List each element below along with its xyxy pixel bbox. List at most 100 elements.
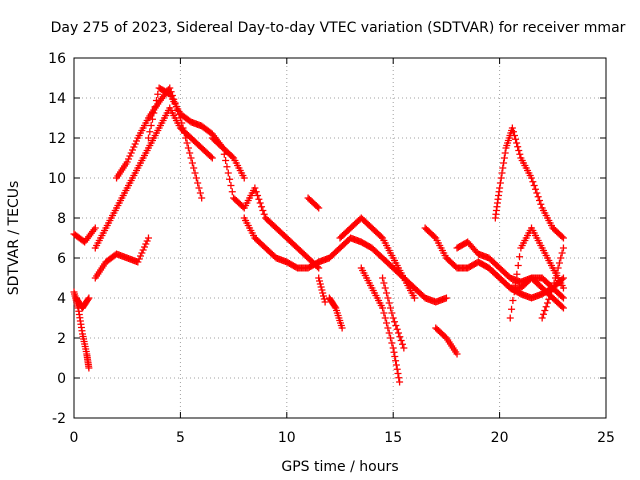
data-point <box>559 244 567 252</box>
data-point <box>554 264 562 272</box>
data-point <box>228 153 236 161</box>
data-point <box>559 304 567 312</box>
data-point <box>516 253 524 261</box>
data-point <box>557 254 565 262</box>
y-tick-label: 14 <box>48 91 66 107</box>
data-point <box>559 294 567 302</box>
series-arc-3 <box>72 294 93 312</box>
data-point <box>550 279 558 287</box>
y-tick-label: 2 <box>57 331 66 347</box>
series-arc-11 <box>315 274 329 306</box>
data-point <box>180 129 188 137</box>
data-point <box>430 233 438 241</box>
data-point <box>188 159 196 167</box>
y-tick-label: 8 <box>57 211 66 227</box>
data-point <box>321 298 329 306</box>
data-point <box>192 174 200 182</box>
data-point <box>152 97 160 104</box>
data-point <box>396 333 404 341</box>
data-point <box>140 243 148 251</box>
series-arc-1 <box>70 224 99 246</box>
data-point <box>397 337 405 344</box>
data-point <box>539 310 547 318</box>
data-point <box>226 175 234 183</box>
x-tick-label: 20 <box>491 430 509 446</box>
data-point <box>228 188 236 196</box>
x-tick-label: 0 <box>70 430 79 446</box>
data-point <box>139 246 147 254</box>
data-point <box>496 184 504 192</box>
data-point <box>255 195 263 203</box>
data-point <box>191 169 199 177</box>
data-point <box>194 179 202 187</box>
data-point <box>240 174 248 182</box>
data-point <box>316 280 324 288</box>
data-point <box>499 164 507 172</box>
data-point <box>513 270 521 278</box>
data-point <box>500 154 508 162</box>
y-tick-label: 16 <box>48 51 66 67</box>
data-point <box>395 374 403 382</box>
data-point <box>125 155 133 163</box>
data-point <box>530 182 538 189</box>
data-point <box>558 233 566 241</box>
data-point <box>500 159 508 167</box>
data-point <box>388 309 396 317</box>
x-axis-label: GPS time / hours <box>281 459 398 475</box>
data-point <box>178 119 186 127</box>
data-point <box>384 294 392 302</box>
data-point <box>137 252 144 260</box>
data-point <box>549 284 557 292</box>
data-point <box>190 164 198 172</box>
data-point <box>391 318 399 326</box>
data-point <box>315 274 323 282</box>
data-point <box>252 188 260 196</box>
data-point <box>558 303 566 311</box>
data-point <box>377 233 385 241</box>
data-point <box>389 314 397 322</box>
data-point <box>510 132 518 139</box>
data-point <box>512 279 520 287</box>
data-point <box>222 157 230 164</box>
data-point <box>516 150 524 158</box>
data-point <box>183 139 191 147</box>
data-point <box>142 240 150 248</box>
data-point <box>510 288 518 296</box>
series-arc-10 <box>304 194 323 212</box>
data-point <box>380 309 388 317</box>
data-point <box>396 378 404 386</box>
data-point <box>392 361 400 369</box>
data-point <box>258 203 266 211</box>
data-point <box>515 147 523 154</box>
data-point <box>508 124 516 132</box>
data-point <box>150 109 158 117</box>
data-point <box>129 146 137 154</box>
data-point <box>227 182 235 189</box>
data-point <box>555 259 563 267</box>
data-point <box>542 303 550 311</box>
data-point <box>254 192 262 199</box>
series-arc-15 <box>379 274 408 352</box>
data-point <box>256 199 264 207</box>
data-point <box>395 329 403 337</box>
data-point <box>320 292 328 300</box>
y-tick-label: 10 <box>48 171 66 187</box>
data-point <box>558 293 566 301</box>
data-point <box>135 255 143 263</box>
data-point <box>198 194 206 202</box>
data-point <box>151 103 159 111</box>
data-point <box>508 305 516 313</box>
data-point <box>318 286 326 294</box>
data-point <box>123 158 131 166</box>
data-point <box>381 284 389 292</box>
data-point <box>559 234 567 242</box>
data-point <box>313 203 321 211</box>
data-point <box>319 289 327 297</box>
data-point <box>399 340 407 348</box>
data-point <box>541 307 549 314</box>
data-point <box>383 319 391 327</box>
x-tick-label: 10 <box>278 430 296 446</box>
data-point <box>532 185 540 193</box>
data-point <box>186 149 194 157</box>
x-tick-label: 15 <box>384 430 402 446</box>
